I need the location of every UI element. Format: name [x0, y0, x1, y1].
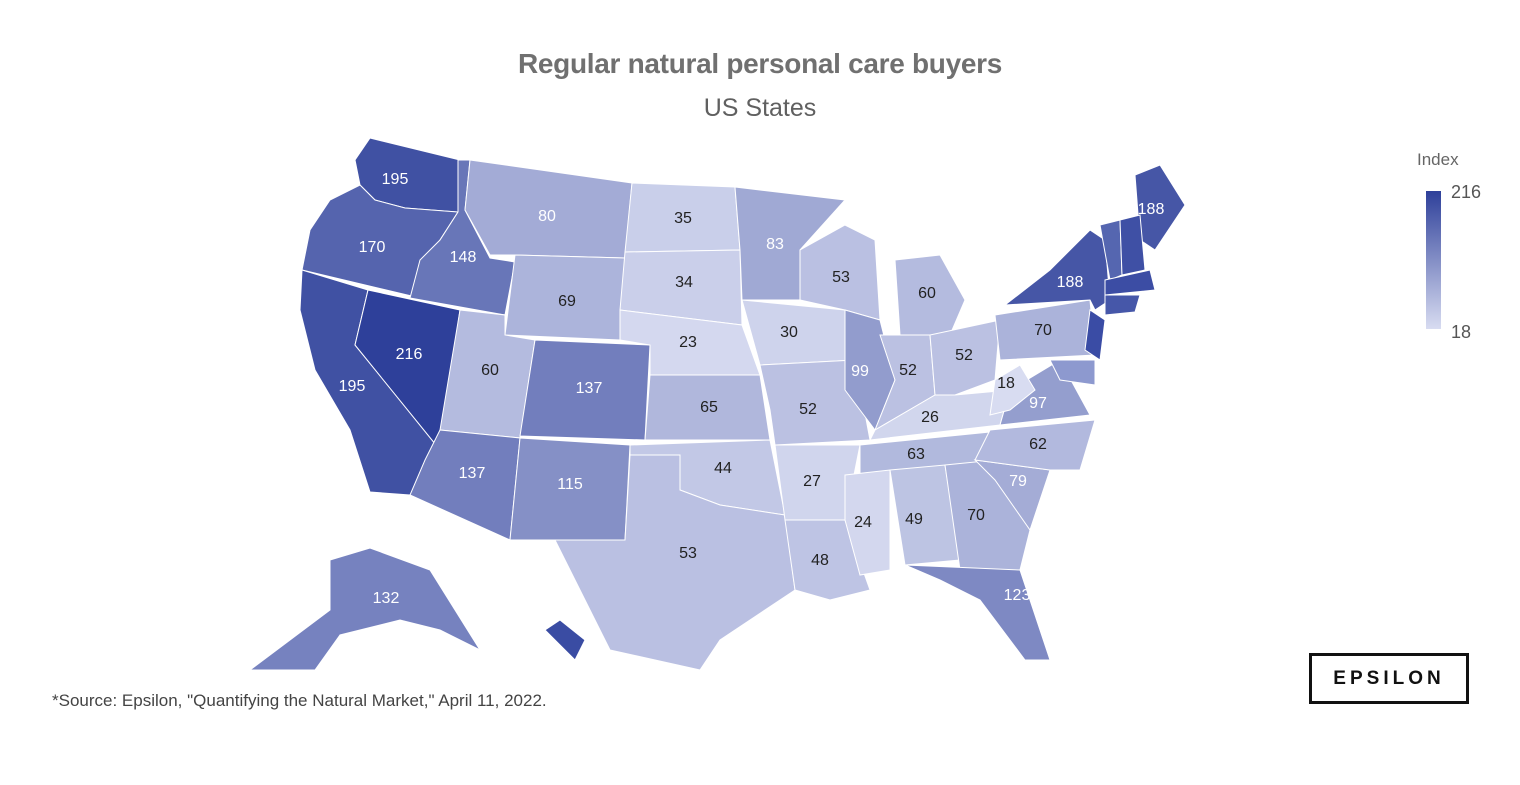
state-label-or: 170 [359, 239, 386, 256]
legend-color-bar [1426, 191, 1441, 329]
source-note: *Source: Epsilon, "Quantifying the Natur… [52, 691, 547, 710]
state-ct [1104, 294, 1141, 316]
logo-text: EPSILON [1333, 667, 1445, 689]
state-label-nc: 62 [1029, 436, 1047, 453]
state-label-wa: 195 [382, 171, 409, 188]
state-label-mi: 60 [918, 285, 936, 302]
chart-title: Regular natural personal care buyers [517, 48, 1003, 79]
legend-min: 18 [1451, 322, 1472, 342]
state-label-tn: 63 [907, 446, 925, 463]
state-label-wi: 53 [832, 269, 850, 286]
state-label-la: 48 [811, 552, 829, 569]
state-label-co: 137 [576, 380, 603, 397]
state-tx [554, 454, 796, 671]
state-label-il: 99 [851, 363, 869, 380]
legend-title: Index [1417, 150, 1459, 169]
state-label-me: 188 [1138, 201, 1165, 218]
epsilon-logo: EPSILON [1309, 653, 1469, 704]
state-label-wy: 69 [558, 293, 576, 310]
state-ms [844, 469, 891, 576]
state-label-az: 137 [459, 465, 486, 482]
state-label-ky: 26 [921, 409, 939, 426]
state-mi [894, 254, 966, 336]
state-label-ca: 195 [339, 378, 366, 395]
legend-max: 216 [1451, 182, 1482, 202]
state-la [784, 519, 871, 601]
state-label-nd: 35 [674, 210, 692, 227]
state-label-ny: 188 [1057, 274, 1084, 291]
state-md [1049, 359, 1096, 386]
state-label-sc: 79 [1009, 473, 1027, 490]
state-label-mt: 80 [538, 208, 556, 225]
state-ia [741, 299, 856, 366]
state-mo [759, 359, 871, 446]
state-label-id: 148 [450, 249, 477, 266]
state-label-ar: 27 [803, 473, 821, 490]
state-label-sd: 34 [675, 274, 693, 291]
state-fl [904, 564, 1051, 661]
state-label-fl: 123 [1004, 587, 1031, 604]
state-label-ks: 65 [700, 399, 718, 416]
state-ma [1104, 269, 1156, 296]
state-label-wv: 18 [997, 375, 1015, 392]
state-label-in: 52 [899, 362, 917, 379]
state-label-ms: 24 [854, 514, 872, 531]
state-label-ne: 23 [679, 334, 697, 351]
state-label-mn: 83 [766, 236, 784, 253]
state-label-ut: 60 [481, 362, 499, 379]
state-ak [248, 547, 482, 671]
state-ny [1003, 229, 1111, 311]
state-nh [1119, 214, 1146, 276]
state-label-ak: 132 [373, 590, 400, 607]
state-label-pa: 70 [1034, 322, 1052, 339]
state-az [409, 429, 521, 541]
state-label-nm: 115 [557, 476, 583, 493]
state-label-mo: 52 [799, 401, 817, 418]
state-nj [1084, 309, 1106, 361]
state-label-ok: 44 [714, 460, 732, 477]
state-nc [974, 419, 1096, 471]
state-label-va: 97 [1029, 395, 1047, 412]
state-label-nv: 216 [396, 346, 423, 363]
chart-subtitle: US States [703, 94, 817, 122]
state-label-tx: 53 [679, 545, 697, 562]
state-label-ga: 70 [967, 507, 985, 524]
state-label-ia: 30 [780, 324, 798, 341]
state-oh [929, 319, 1001, 396]
state-hi [544, 619, 586, 661]
state-wv [989, 364, 1036, 416]
state-label-al: 49 [905, 511, 923, 528]
state-label-oh: 52 [955, 347, 973, 364]
